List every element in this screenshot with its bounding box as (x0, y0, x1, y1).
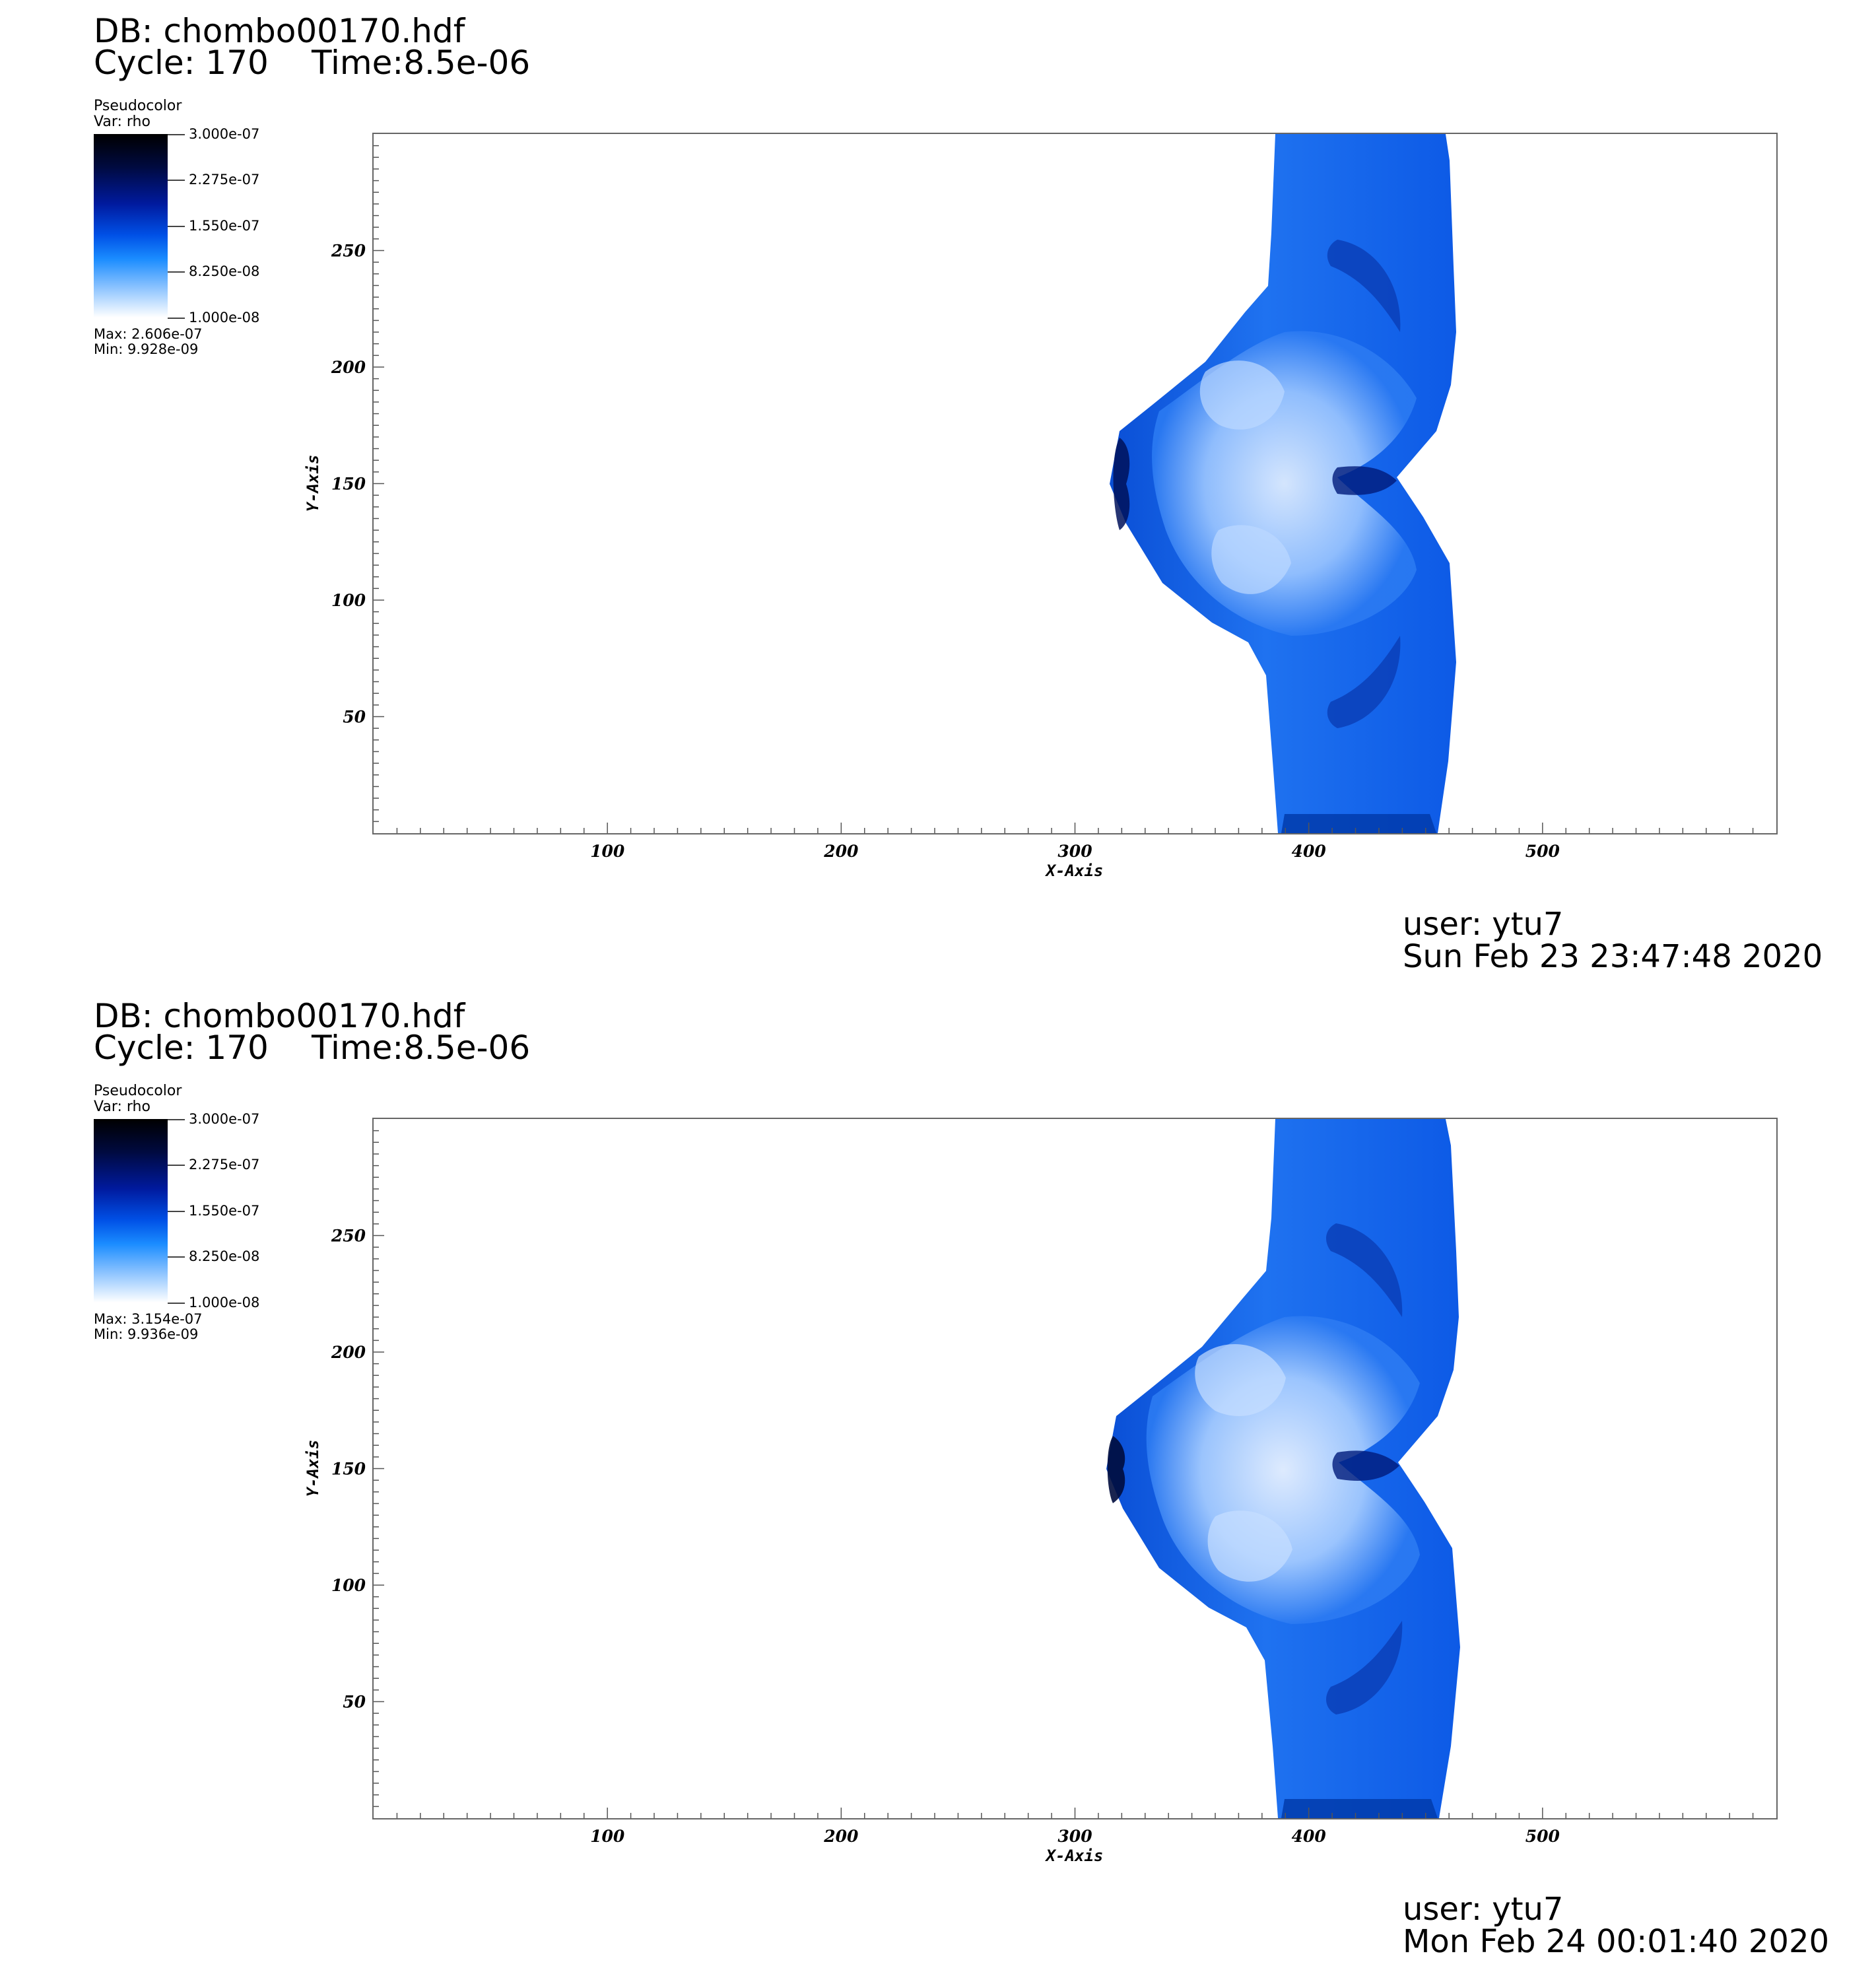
legend-plot-type: Pseudocolor (94, 98, 182, 114)
colorbar-label: 2.275e-07 (189, 1157, 260, 1172)
dense-edge (1281, 814, 1436, 833)
density-field (1106, 1119, 1460, 1818)
time-label: Time:8.5e-06 (312, 44, 531, 82)
y-axis-title: Y-Axis (304, 1440, 322, 1497)
dense-swirl (1326, 1621, 1403, 1715)
date-label: Mon Feb 24 00:01:40 2020 (1403, 1923, 1830, 1960)
y-tick-label: 100 (331, 1576, 366, 1595)
y-tick-label: 150 (331, 475, 366, 494)
colorbar-tick (168, 134, 185, 135)
colorbar-tick (168, 318, 185, 319)
x-axis-title: X-Axis (1045, 1847, 1104, 1865)
date-label: Sun Feb 23 23:47:48 2020 (1403, 938, 1823, 975)
x-axis-title: X-Axis (1045, 862, 1104, 880)
dense-edge (1281, 1799, 1438, 1818)
y-axis-title: Y-Axis (304, 455, 322, 512)
legend-variable: Var: rho (94, 114, 151, 130)
plot-area (372, 133, 1778, 834)
y-tick-label: 150 (331, 1460, 366, 1479)
legend-variable: Var: rho (94, 1099, 151, 1115)
cycle-label: Cycle: 170 Time:8.5e-06 (94, 44, 530, 82)
colorbar-tick (168, 271, 185, 273)
dense-filament (1332, 466, 1397, 495)
legend-min: Min: 9.928e-09 (94, 341, 199, 357)
colorbar-label: 8.250e-08 (189, 1248, 260, 1264)
y-tick-label: 50 (343, 708, 366, 727)
x-tick-label: 500 (1525, 1827, 1560, 1846)
dense-filament (1332, 1450, 1399, 1481)
x-tick-label: 400 (1292, 842, 1327, 861)
db-title: DB: chombo00170.hdf (94, 997, 465, 1035)
colorbar-tick (168, 1211, 185, 1212)
visit-panel-2: DB: chombo00170.hdf Cycle: 170 Time:8.5e… (0, 985, 1876, 1970)
density-field (1110, 134, 1456, 833)
user-label: user: ytu7 (1403, 906, 1564, 943)
flow-light-region (1211, 525, 1291, 594)
y-tick-label: 250 (331, 242, 366, 261)
x-tick-label: 200 (823, 1827, 859, 1846)
y-tick-label: 200 (331, 358, 366, 377)
colorbar-label: 3.000e-07 (189, 1111, 260, 1127)
x-tick-label: 300 (1057, 842, 1092, 861)
x-tick-label: 200 (823, 842, 859, 861)
colorbar-label: 1.000e-08 (189, 1295, 260, 1310)
colorbar (94, 134, 168, 318)
colorbar-label: 8.250e-08 (189, 263, 260, 279)
x-tick-label: 100 (590, 1827, 625, 1846)
colorbar-tick (168, 1303, 185, 1304)
dense-shock (1113, 438, 1130, 530)
x-tick-label: 300 (1057, 1827, 1092, 1846)
flow-light-region (1199, 360, 1285, 430)
y-tick-label: 250 (331, 1227, 366, 1246)
time-label: Time:8.5e-06 (312, 1029, 531, 1067)
colorbar-tick (168, 1165, 185, 1166)
dense-swirl (1327, 240, 1401, 332)
colorbar-label: 1.000e-08 (189, 310, 260, 325)
user-label: user: ytu7 (1403, 1891, 1564, 1928)
x-tick-label: 500 (1525, 842, 1560, 861)
x-tick-label: 400 (1292, 1827, 1327, 1846)
colorbar-label: 1.550e-07 (189, 1203, 260, 1219)
flow-light-region (1207, 1511, 1292, 1582)
axes: 100 200 300 400 500 50 100 150 200 250 X-Axis Y-… (304, 145, 1754, 880)
cycle-value: Cycle: 170 (94, 1029, 269, 1067)
colorbar-tick (168, 226, 185, 227)
visit-panel-1: DB: chombo00170.hdf Cycle: 170 Time:8.5e… (94, 12, 1823, 975)
y-tick-label: 100 (331, 591, 366, 610)
y-tick-label: 200 (331, 1343, 366, 1362)
dense-shock (1107, 1436, 1125, 1503)
plot-area (372, 1118, 1778, 1819)
flow-light-region (1195, 1344, 1286, 1416)
legend-min: Min: 9.936e-09 (94, 1326, 199, 1342)
dense-swirl (1327, 636, 1401, 728)
legend-max: Max: 3.154e-07 (94, 1311, 203, 1327)
colorbar-tick (168, 1256, 185, 1258)
legend-max: Max: 2.606e-07 (94, 326, 203, 342)
db-title: DB: chombo00170.hdf (94, 12, 465, 50)
legend-plot-type: Pseudocolor (94, 1083, 182, 1099)
colorbar (94, 1119, 168, 1303)
colorbar-label: 1.550e-07 (189, 218, 260, 234)
colorbar-tick (168, 1119, 185, 1120)
dense-swirl (1326, 1223, 1403, 1317)
colorbar-label: 3.000e-07 (189, 126, 260, 142)
x-tick-label: 100 (590, 842, 625, 861)
cycle-label: Cycle: 170 Time:8.5e-06 (94, 1029, 530, 1067)
y-tick-label: 50 (343, 1693, 366, 1712)
cycle-value: Cycle: 170 (94, 44, 269, 82)
axes: 100 200 300 400 500 50 100 150 200 250 X-Axis Y-… (304, 1130, 1754, 1865)
colorbar-tick (168, 180, 185, 181)
colorbar-label: 2.275e-07 (189, 172, 260, 187)
